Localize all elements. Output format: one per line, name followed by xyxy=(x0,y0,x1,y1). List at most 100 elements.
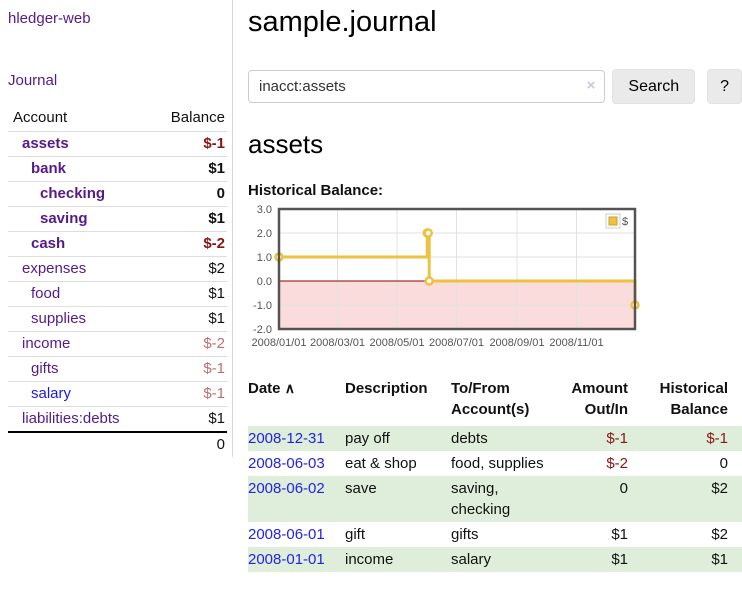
register-header-row: Date ∧ Description To/From Account(s) Am… xyxy=(248,376,742,426)
svg-text:2.0: 2.0 xyxy=(257,228,272,240)
svg-text:2008/05/01: 2008/05/01 xyxy=(369,337,424,349)
register-amount-cell: $-2 xyxy=(606,455,628,472)
register-row: 2008-06-03 eat & shop food, supplies $-2… xyxy=(248,451,742,476)
accounts-table-header: Account Balance xyxy=(8,105,227,132)
register-description-cell: income xyxy=(345,551,394,568)
account-link[interactable]: income xyxy=(22,335,71,352)
account-cell: income xyxy=(8,331,150,357)
register-row: 2008-01-01 income salary $1 $1 xyxy=(248,547,742,572)
register-balance-cell: $2 xyxy=(711,480,728,497)
svg-text:2008/09/01: 2008/09/01 xyxy=(489,337,544,349)
register-row: 2008-06-01 gift gifts $1 $2 xyxy=(248,522,742,547)
account-cell: supplies xyxy=(8,306,150,332)
register-amount-cell: $-1 xyxy=(606,430,628,447)
page-title: sample.journal xyxy=(248,6,437,38)
register-accounts-cell: food, supplies xyxy=(451,455,544,472)
svg-text:-2.0: -2.0 xyxy=(253,324,272,336)
register-amount-cell: $1 xyxy=(611,526,628,543)
account-column-header: Account xyxy=(13,109,68,126)
account-row: liabilities:debts $1 xyxy=(8,406,227,432)
balance-column-header: Balance xyxy=(170,109,225,126)
account-balance: 0 xyxy=(149,181,227,207)
account-balance: $2 xyxy=(149,256,227,282)
sort-ascending-icon: ∧ xyxy=(284,380,295,396)
register-balance-cell: $1 xyxy=(711,551,728,568)
main-content: sample.journal × Search ? assets Histori… xyxy=(233,0,742,592)
account-row: income $-2 xyxy=(8,331,227,357)
account-cell: cash xyxy=(8,231,150,257)
account-cell: gifts xyxy=(8,356,150,382)
account-balance: $1 xyxy=(149,156,227,182)
account-link[interactable]: supplies xyxy=(31,310,87,327)
svg-text:2008/07/01: 2008/07/01 xyxy=(429,337,484,349)
account-cell: salary xyxy=(8,381,150,407)
register-description-cell: gift xyxy=(345,526,366,543)
account-link[interactable]: saving xyxy=(40,210,88,227)
account-row: salary $-1 xyxy=(8,381,227,407)
register-date-cell: 2008-06-02 xyxy=(248,476,345,522)
account-link[interactable]: liabilities:debts xyxy=(22,410,120,427)
account-link[interactable]: assets xyxy=(22,135,69,152)
account-link[interactable]: checking xyxy=(40,185,106,202)
account-balance: $-1 xyxy=(149,131,227,157)
clear-search-icon[interactable]: × xyxy=(586,77,596,94)
account-balance: $1 xyxy=(149,406,227,432)
register-date-link[interactable]: 2008-06-01 xyxy=(248,526,325,543)
register-table: Date ∧ Description To/From Account(s) Am… xyxy=(248,376,742,572)
account-heading: assets xyxy=(248,129,324,159)
register-description-cell: pay off xyxy=(345,430,390,447)
svg-text:0.0: 0.0 xyxy=(257,276,272,288)
account-row: bank $1 xyxy=(8,156,227,182)
sidebar-item-journal[interactable]: Journal xyxy=(8,72,58,89)
account-link[interactable]: salary xyxy=(31,385,72,402)
svg-text:-1.0: -1.0 xyxy=(253,300,272,312)
register-date-link[interactable]: 2008-06-02 xyxy=(248,480,325,497)
help-button[interactable]: ? xyxy=(707,69,742,104)
account-balance: $-2 xyxy=(149,331,227,357)
register-date-link[interactable]: 2008-06-03 xyxy=(248,455,325,472)
search-input[interactable] xyxy=(248,70,606,103)
account-row: cash $-2 xyxy=(8,231,227,257)
svg-text:2008/01/01: 2008/01/01 xyxy=(251,337,306,349)
register-description-cell: eat & shop xyxy=(345,455,417,472)
register-description-cell: save xyxy=(345,480,377,497)
register-date-cell: 2008-12-31 xyxy=(248,426,345,451)
register-balance-cell: $2 xyxy=(711,526,728,543)
account-link[interactable]: bank xyxy=(31,160,67,177)
column-header-balance: Historical Balance xyxy=(659,380,728,418)
account-balance: $-1 xyxy=(149,356,227,382)
register-date-link[interactable]: 2008-12-31 xyxy=(248,430,325,447)
account-link[interactable]: expenses xyxy=(22,260,87,277)
accounts-table: Account Balance assets $-1 bank $1 check… xyxy=(8,105,227,457)
account-balance: $-2 xyxy=(149,231,227,257)
register-accounts-cell: debts xyxy=(451,430,488,447)
total-spacer xyxy=(8,431,150,457)
register-row: 2008-12-31 pay off debts $-1 $-1 xyxy=(248,426,742,451)
search-button[interactable]: Search xyxy=(612,69,696,104)
brand-link[interactable]: hledger-web xyxy=(8,10,91,27)
svg-text:2008/11/01: 2008/11/01 xyxy=(549,337,603,349)
svg-text:3.0: 3.0 xyxy=(257,204,272,216)
total-balance: 0 xyxy=(149,431,227,457)
account-row: supplies $1 xyxy=(8,306,227,332)
svg-text:$: $ xyxy=(622,216,628,228)
register-date-cell: 2008-01-01 xyxy=(248,547,345,572)
register-balance-cell: 0 xyxy=(719,455,728,472)
account-balance: $-1 xyxy=(149,381,227,407)
register-date-cell: 2008-06-01 xyxy=(248,522,345,547)
account-link[interactable]: gifts xyxy=(31,360,59,377)
account-row: gifts $-1 xyxy=(8,356,227,382)
account-row: expenses $2 xyxy=(8,256,227,282)
account-cell: bank xyxy=(8,156,150,182)
column-header-amount: Amount Out/In xyxy=(571,380,628,418)
accounts-total-row: 0 xyxy=(8,431,227,457)
column-header-date-sort[interactable]: Date ∧ xyxy=(248,380,295,397)
account-row: assets $-1 xyxy=(8,131,227,157)
register-date-link[interactable]: 2008-01-01 xyxy=(248,551,325,568)
account-link[interactable]: food xyxy=(31,285,61,302)
account-row: saving $1 xyxy=(8,206,227,232)
account-link[interactable]: cash xyxy=(31,235,66,252)
register-date-cell: 2008-06-03 xyxy=(248,451,345,476)
account-cell: food xyxy=(8,281,150,307)
